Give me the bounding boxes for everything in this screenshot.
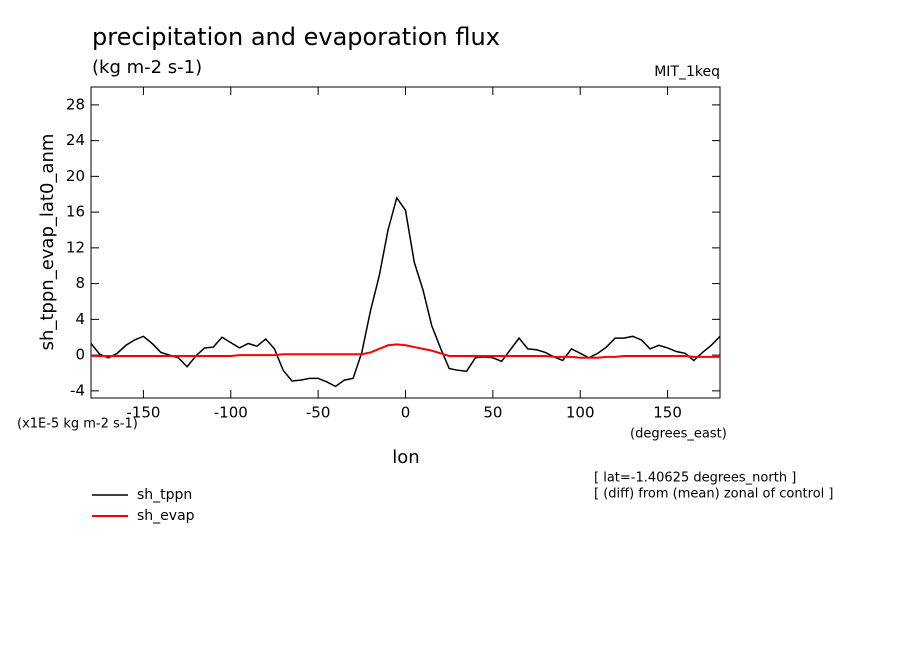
x-tick-label: 150 bbox=[653, 404, 682, 422]
note: [ (diff) from (mean) zonal of control ] bbox=[594, 487, 833, 502]
x-tick-label: 50 bbox=[483, 404, 502, 422]
y-axis-label: sh_tppn_evap_lat0_anm bbox=[37, 134, 58, 351]
x-tick-label: -100 bbox=[214, 404, 248, 422]
x-tick-label: 0 bbox=[401, 404, 411, 422]
y-tick-label: 16 bbox=[66, 203, 85, 221]
legend-label: sh_tppn bbox=[137, 487, 192, 503]
y-tick-label: 28 bbox=[66, 95, 85, 113]
subtitle: (kg m-2 s-1) bbox=[92, 57, 202, 78]
y-tick-label: 8 bbox=[75, 274, 85, 292]
x-axis-label: lon bbox=[392, 447, 419, 468]
y-tick-label: 4 bbox=[75, 310, 85, 328]
y-tick-label: 0 bbox=[75, 346, 85, 364]
y-tick-label: -4 bbox=[70, 381, 85, 399]
y-tick-label: 20 bbox=[66, 167, 85, 185]
x-units: (degrees_east) bbox=[630, 427, 727, 442]
y-tick-label: 24 bbox=[66, 131, 85, 149]
series-line bbox=[91, 343, 720, 359]
chart-title: precipitation and evaporation flux bbox=[92, 23, 500, 51]
legend-label: sh_evap bbox=[137, 508, 195, 524]
note: [ lat=-1.40625 degrees_north ] bbox=[594, 471, 796, 486]
y-units: (x1E-5 kg m-2 s-1) bbox=[17, 417, 138, 432]
x-tick-label: 100 bbox=[566, 404, 595, 422]
dataset-label: MIT_1keq bbox=[654, 64, 720, 80]
x-tick-label: -50 bbox=[306, 404, 331, 422]
y-tick-label: 12 bbox=[66, 238, 85, 256]
x-tick-label: -150 bbox=[126, 404, 160, 422]
